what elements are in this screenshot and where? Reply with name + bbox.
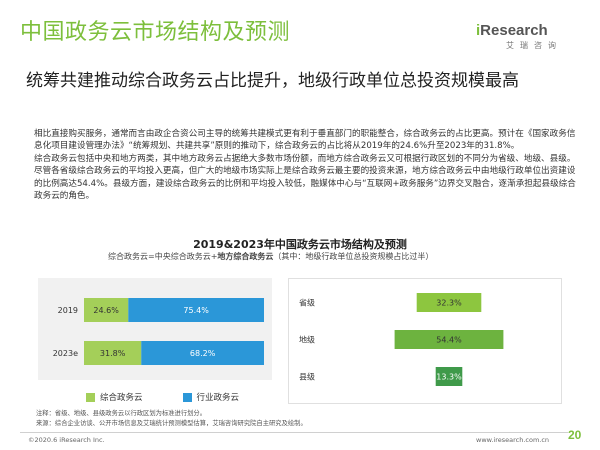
bar	[416, 293, 482, 312]
y-tick-label: 2019	[58, 306, 78, 315]
data-label: 54.4%	[436, 336, 462, 345]
note-line: 注释：省级、地级、县级政务云以行政区划为标准进行划分。	[36, 410, 207, 417]
body-paragraph-1: 相比直接购买服务，通常而言由政企合资公司主导的统筹共建模式更有利于垂直部门的职能…	[34, 129, 576, 152]
stacked-bar-chart: 2019 24.6% 75.4% 2023e 31.8% 68.2%	[53, 298, 264, 365]
data-label: 75.4%	[183, 306, 209, 315]
chart-title: 2019&2023年中国政务云市场结构及预测	[193, 238, 407, 251]
page-title: 中国政务云市场结构及预测	[20, 20, 291, 45]
bar	[435, 367, 463, 386]
data-label: 24.6%	[93, 306, 119, 315]
level-bar-chart: 省级 32.3% 地级 54.4% 县级 13.3%	[299, 293, 504, 386]
chart-formula: 综合政务云=中央综合政务云+地方综合政务云（其中：地级行政单位总投资规模占比过半…	[108, 252, 434, 261]
level-bar-panel: 省级 32.3% 地级 54.4% 县级 13.3%	[288, 278, 562, 404]
copyright: ©2020.6 iResearch Inc.	[28, 436, 105, 444]
y-tick-label: 省级	[299, 298, 315, 308]
page-number: 20	[568, 428, 582, 442]
body-text: 相比直接购买服务，通常而言由政企合资公司主导的统筹共建模式更有利于垂直部门的职能…	[34, 128, 580, 202]
bar-segment	[84, 341, 142, 365]
y-tick-label: 地级	[299, 335, 315, 345]
legend-item-series-2: 行业政务云	[182, 391, 239, 403]
bar-segment	[141, 341, 264, 365]
bar-segment	[128, 298, 264, 322]
data-label: 32.3%	[436, 299, 462, 308]
source-line: 来源：综合企业访谈、公开市场信息及艾瑞统计预测模型估算，艾瑞咨询研究院自主研究及…	[36, 419, 307, 427]
logo-subtitle: 艾瑞咨询	[506, 41, 562, 50]
legend-item-series-1: 综合政务云	[86, 391, 143, 403]
legend-swatch	[86, 392, 95, 402]
data-label: 31.8%	[100, 349, 126, 358]
website-link: www.iresearch.com.cn	[476, 436, 550, 444]
logo-text: iResearch	[476, 22, 548, 39]
footer-divider	[20, 432, 568, 433]
legend-swatch	[182, 392, 192, 402]
chart-notes: 注释：省级、地级、县级政务云以行政区划为标准进行划分。 来源：综合企业访谈、公开…	[36, 409, 586, 428]
y-tick-label: 2023e	[53, 349, 78, 358]
bar-segment	[84, 298, 129, 322]
data-label: 68.2%	[190, 349, 216, 358]
data-label: 13.3%	[436, 373, 462, 382]
stacked-bar-panel: 2019 24.6% 75.4% 2023e 31.8% 68.2%	[38, 278, 272, 380]
bar	[394, 330, 504, 349]
body-paragraph-2: 综合政务云包括中央和地方两类，其中地方政务云占据绝大多数市场份额，而地方综合政务…	[34, 153, 576, 202]
chart-legend: 综合政务云 行业政务云	[86, 391, 239, 403]
slide-subtitle: 统筹共建推动综合政务云占比提升，地级行政单位总投资规模最高	[26, 71, 519, 91]
y-tick-label: 县级	[299, 372, 315, 382]
iresearch-logo: iResearch 艾瑞咨询	[476, 22, 586, 58]
